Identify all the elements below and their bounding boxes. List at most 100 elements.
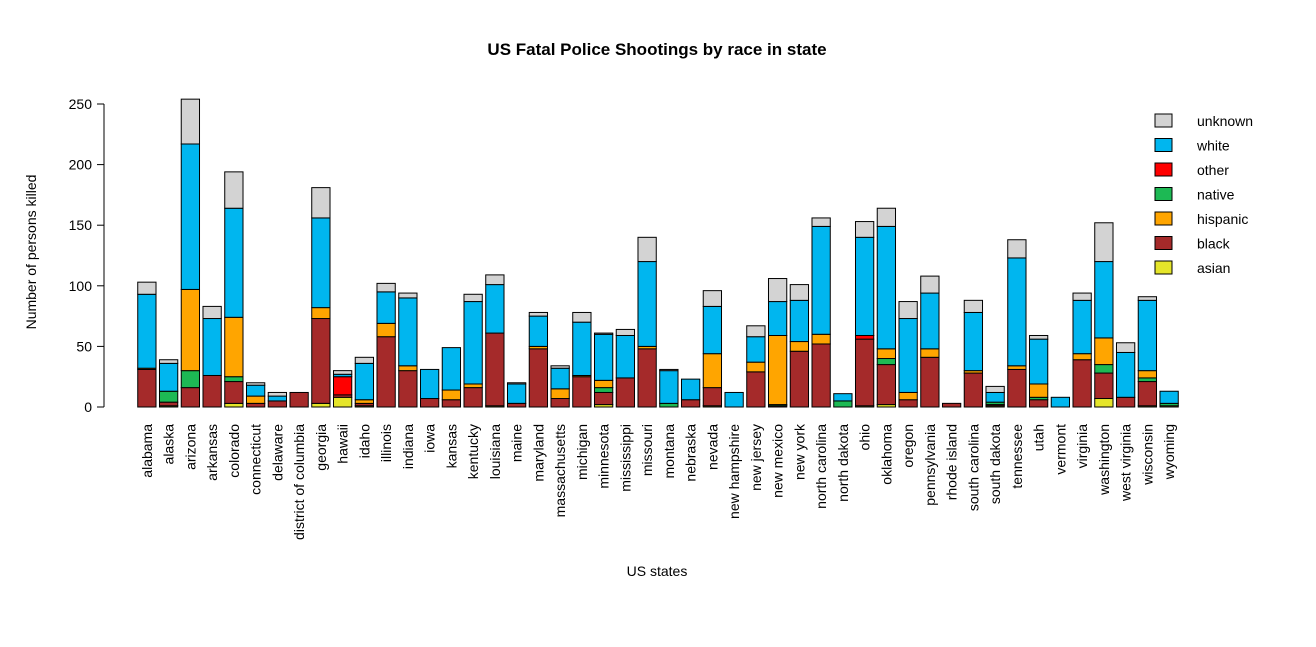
bar-segment-unknown [1072,292,1092,301]
legend-swatch-asian [1154,260,1173,275]
bar-segment-hispanic [767,334,788,406]
bar-segment-unknown [202,305,222,320]
y-tick-label: 0 [84,399,92,415]
bar-stack [593,332,614,408]
bar-segment-white [354,362,375,401]
x-tick-label: west virginia [1118,424,1134,502]
bar-segment-white [702,305,723,355]
bar-segment-white [158,362,179,392]
bar-stack [485,274,505,408]
bar-segment-black [158,401,179,407]
bar-segment-black [1137,381,1158,407]
bar-segment-native [593,387,614,393]
bar-stack [659,368,679,408]
bar-segment-white [1007,257,1027,367]
x-tick-label: louisiana [487,424,503,479]
bar-stack [702,290,723,408]
bar-segment-white [789,299,810,343]
x-tick-label: rhode island [944,424,960,500]
bar-segment-hispanic [441,389,462,401]
x-tick-label: hawaii [335,424,351,464]
bar-segment-unknown [1007,239,1027,259]
bar-segment-hispanic [376,322,396,338]
x-tick-label: tennessee [1009,424,1025,489]
bar-segment-white [680,378,701,401]
legend-label-white: white [1196,138,1230,154]
bar-segment-white [1050,396,1071,408]
bar-segment-white [659,370,679,404]
bar-segment-black [876,364,897,406]
x-tick-label: arkansas [204,424,220,481]
bar-segment-black [854,338,875,407]
bar-segment-white [1094,261,1114,339]
bar-segment-unknown [659,368,679,372]
bar-segment-black [224,381,244,404]
bar-segment-black [1007,368,1027,408]
bar-segment-white [137,293,157,369]
bar-segment-black [245,402,266,408]
bar-stack [550,365,570,408]
bar-stack [920,275,940,408]
bar-segment-black [528,348,549,408]
y-tick-label: 200 [69,157,93,173]
y-axis-label: Number of persons killed [23,175,39,330]
x-tick-label: north dakota [835,424,851,502]
bar-segment-white [898,318,918,393]
bar-segment-black [615,377,636,408]
bar-segment-white [746,336,766,363]
bar-segment-black [267,400,288,408]
x-tick-label: virginia [1074,424,1090,469]
bar-segment-black [1028,399,1049,408]
bar-segment-black [811,343,831,408]
bar-segment-black [1115,396,1136,408]
bar-segment-white [637,261,657,347]
bar-stack [224,171,244,408]
bar-segment-white [615,334,636,379]
bar-segment-unknown [376,282,396,293]
bar-segment-black [441,399,462,408]
bar-segment-hispanic [311,307,331,320]
bar-segment-black [289,391,309,408]
y-axis: 0 50 100 150 200 250 [69,96,105,415]
bar-segment-unknown [506,382,527,385]
x-tick-label: michigan [574,424,590,480]
bar-segment-other [854,334,875,340]
bar-segment-white [833,393,853,402]
bar-segment-unknown [267,391,288,397]
bar-segment-white [985,391,1005,403]
x-tick-label: kansas [443,424,459,468]
x-tick-label: missouri [639,424,655,476]
bar-stack [419,368,440,408]
bar-segment-white [398,297,418,367]
bar-segment-unknown [485,274,505,286]
bar-segment-white [180,143,201,290]
bar-segment-unknown [615,328,636,336]
bar-segment-hispanic [898,391,918,401]
legend-label-unknown: unknown [1197,113,1253,129]
bar-stack [680,378,701,408]
bar-segment-white [528,315,549,347]
bar-stack [1159,390,1179,408]
bar-segment-unknown [1137,296,1158,301]
x-tick-label: iowa [422,424,438,453]
legend-label-asian: asian [1197,260,1230,276]
bar-stack [854,221,875,408]
bar-segment-white [572,321,592,376]
bar-segment-black [550,398,570,408]
bar-segment-unknown [898,301,918,320]
x-tick-label: maryland [530,424,546,482]
bar-stack [376,282,396,408]
x-tick-label: oklahoma [878,424,894,485]
bar-segment-hispanic [593,379,614,389]
bar-segment-hispanic [463,383,483,389]
bar-segment-unknown [398,292,418,299]
x-tick-label: new jersey [748,424,764,491]
bar-segment-native [158,390,179,403]
bar-segment-unknown [637,236,657,263]
bar-segment-native [224,376,244,383]
bar-segment-hispanic [1028,383,1049,398]
x-tick-label: new hampshire [726,424,742,519]
legend-swatch-hispanic [1154,211,1173,226]
bar-segment-black [311,318,331,404]
